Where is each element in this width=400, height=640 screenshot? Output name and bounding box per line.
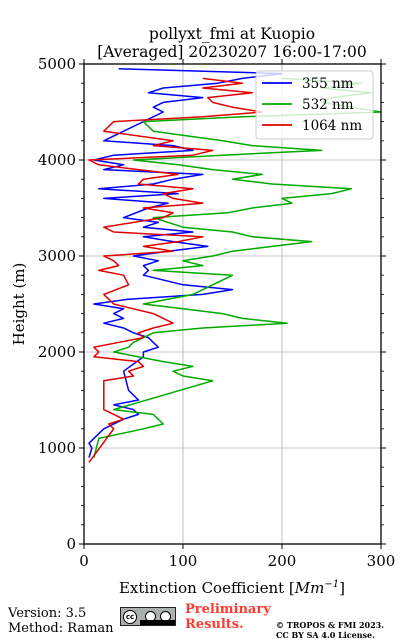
chart-title-line1: pollyxt_fmi at Kuopio	[149, 25, 315, 43]
copyright-line1: © TROPOS & FMI 2023.	[276, 620, 385, 630]
y-tick-label: 5000	[38, 55, 76, 73]
series-lines	[88, 68, 382, 463]
legend-label: 1064 nm	[302, 118, 362, 134]
y-tick-label: 1000	[38, 439, 76, 457]
preliminary-results-notice: Preliminary Results.	[185, 602, 271, 632]
x-axis-label: Extinction Coefficient [Mm−1]	[119, 579, 345, 597]
cc-icon: cc	[123, 610, 137, 624]
x-tick-label: 100	[169, 552, 198, 570]
method-label: Method: Raman	[8, 621, 114, 636]
chart-title-line2: [Averaged] 20230207 16:00-17:00	[97, 43, 367, 61]
series-line-1064-nm	[88, 77, 263, 463]
preliminary-line2: Results.	[185, 617, 244, 632]
copyright-line2: CC BY SA 4.0 License.	[276, 630, 375, 640]
plot-frame	[83, 63, 382, 545]
preliminary-line1: Preliminary	[185, 602, 271, 617]
x-tick-label: 300	[367, 552, 396, 570]
y-tick-label: 2000	[38, 343, 76, 361]
series-line-355-nm	[88, 68, 283, 458]
chart-legend: 355 nm 532 nm 1064 nm	[255, 70, 374, 140]
legend-box	[255, 70, 374, 140]
y-axis-label: Height (m)	[10, 263, 28, 346]
copyright-notice: © TROPOS & FMI 2023. CC BY SA 4.0 Licens…	[276, 620, 384, 640]
x-tick-label: 200	[268, 552, 297, 570]
cc-badge-bar	[140, 620, 175, 625]
series-line-532-nm	[93, 77, 382, 458]
legend-label: 532 nm	[302, 97, 354, 113]
x-tick-label: 0	[79, 552, 89, 570]
cc-license-badge: cc	[120, 607, 176, 626]
version-label: Version: 3.5	[8, 606, 87, 621]
y-tick-label: 3000	[38, 247, 76, 265]
y-tick-label: 0	[66, 535, 76, 553]
y-tick-label: 4000	[38, 151, 76, 169]
legend-label: 355 nm	[302, 76, 354, 92]
